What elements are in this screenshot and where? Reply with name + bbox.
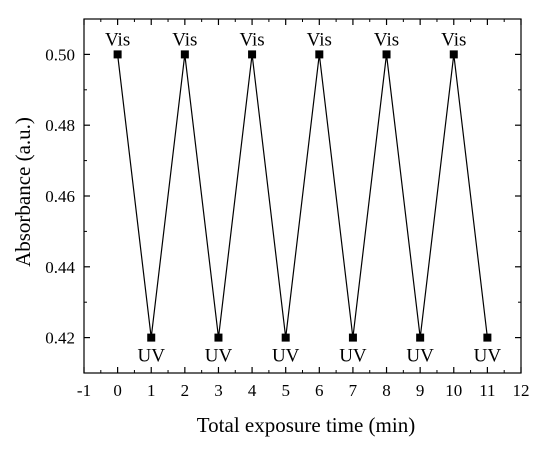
x-tick-label: 2 [181,381,190,400]
uv-label: UV [339,346,367,367]
x-tick-label: 11 [479,381,495,400]
data-point [315,50,324,59]
vis-label: Vis [307,29,332,50]
vis-label: Vis [105,29,130,50]
x-tick-label: 6 [315,381,324,400]
y-tick-label: 0.50 [45,45,75,64]
series-line [117,54,488,338]
data-point [180,50,189,59]
x-tick-label: 8 [382,381,391,400]
x-tick-label: 5 [281,381,290,400]
y-tick-label: 0.46 [45,187,75,206]
y-tick-label: 0.44 [45,258,75,277]
x-tick-label: 10 [445,381,462,400]
x-tick-label: 12 [513,381,530,400]
x-tick-label: 7 [349,381,358,400]
data-point [449,50,458,59]
y-axis-label: Absorbance (a.u.) [11,117,35,267]
data-point [416,333,425,342]
uv-label: UV [138,346,166,367]
data-point [281,333,290,342]
vis-label: Vis [374,29,399,50]
x-tick-label: 3 [214,381,223,400]
data-point [113,50,122,59]
x-tick-label: 9 [416,381,425,400]
uv-label: UV [205,346,233,367]
y-tick-label: 0.48 [45,116,75,135]
x-tick-label: 1 [147,381,156,400]
x-tick-label: -1 [77,381,91,400]
data-point [147,333,156,342]
data-point [248,50,257,59]
uv-label: UV [474,346,502,367]
x-tick-label: 0 [113,381,122,400]
axes: -1 0 1 2 3 4 5 6 7 8 9 10 11 120.420.440.460.480.50 [45,18,530,400]
vis-label: Vis [441,29,466,50]
uv-label: UV [406,346,434,367]
data-point [382,50,391,59]
vis-label: Vis [239,29,264,50]
y-tick-label: 0.42 [45,329,75,348]
data-point [214,333,223,342]
x-axis-label: Total exposure time (min) [197,413,415,437]
vis-label: Vis [172,29,197,50]
data-point [348,333,357,342]
uv-label: UV [272,346,300,367]
x-tick-label: 4 [248,381,257,400]
plot-area: Vis UV Vis UV Vis UV Vis UV Vis UV Vis UV [105,29,501,366]
data-point [483,333,492,342]
